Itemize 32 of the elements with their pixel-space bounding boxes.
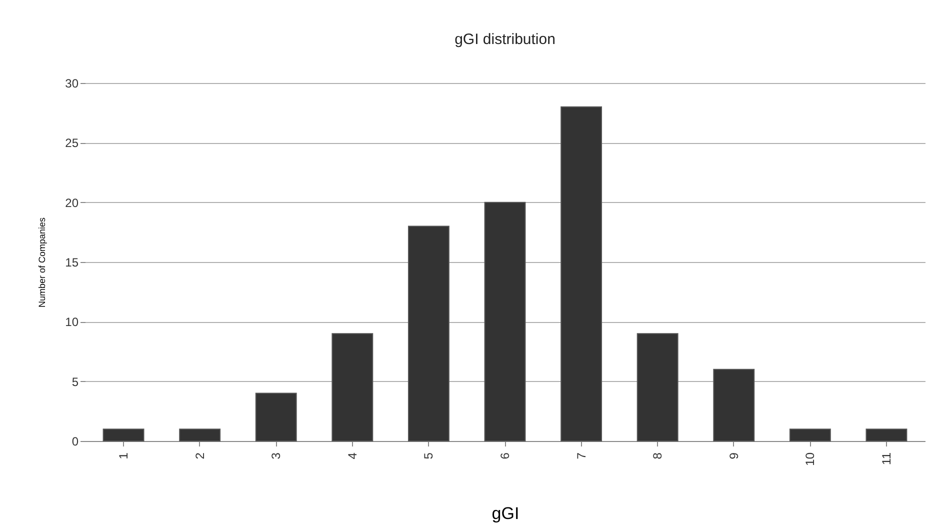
bar (789, 428, 831, 442)
bar (332, 333, 374, 442)
x-tick-label: 1 (116, 452, 131, 460)
y-tick-label: 5 (72, 374, 79, 389)
x-tick-label: 2 (192, 452, 207, 460)
x-tick-label: 7 (574, 452, 588, 460)
bar (866, 428, 908, 442)
y-tick-label: 30 (65, 76, 79, 90)
bar (102, 428, 144, 442)
y-tick-label: 15 (65, 256, 79, 270)
y-tick-label: 20 (65, 196, 79, 210)
y-tick-label: 0 (72, 434, 79, 448)
x-tick-label: 4 (345, 452, 360, 460)
bar (408, 226, 450, 442)
bar (560, 106, 602, 442)
bar (255, 392, 297, 442)
bar (713, 368, 755, 442)
chart-title: gGI distribution (454, 31, 556, 48)
x-tick-label: 10 (803, 452, 818, 466)
x-axis-title: gGI (492, 504, 520, 523)
x-tick-label: 6 (498, 452, 512, 460)
x-tick-label: 9 (726, 452, 741, 460)
x-tick-label: 11 (879, 452, 894, 465)
bar (179, 428, 221, 442)
x-tick-label: 8 (650, 452, 665, 460)
x-tick-label: 3 (269, 452, 284, 460)
bar (484, 202, 526, 442)
bar (636, 333, 678, 442)
y-tick-label: 25 (65, 136, 79, 150)
x-tick-label: 5 (422, 452, 436, 460)
y-tick-label: 10 (65, 315, 79, 330)
y-axis-title: Number of Companies (37, 216, 48, 308)
